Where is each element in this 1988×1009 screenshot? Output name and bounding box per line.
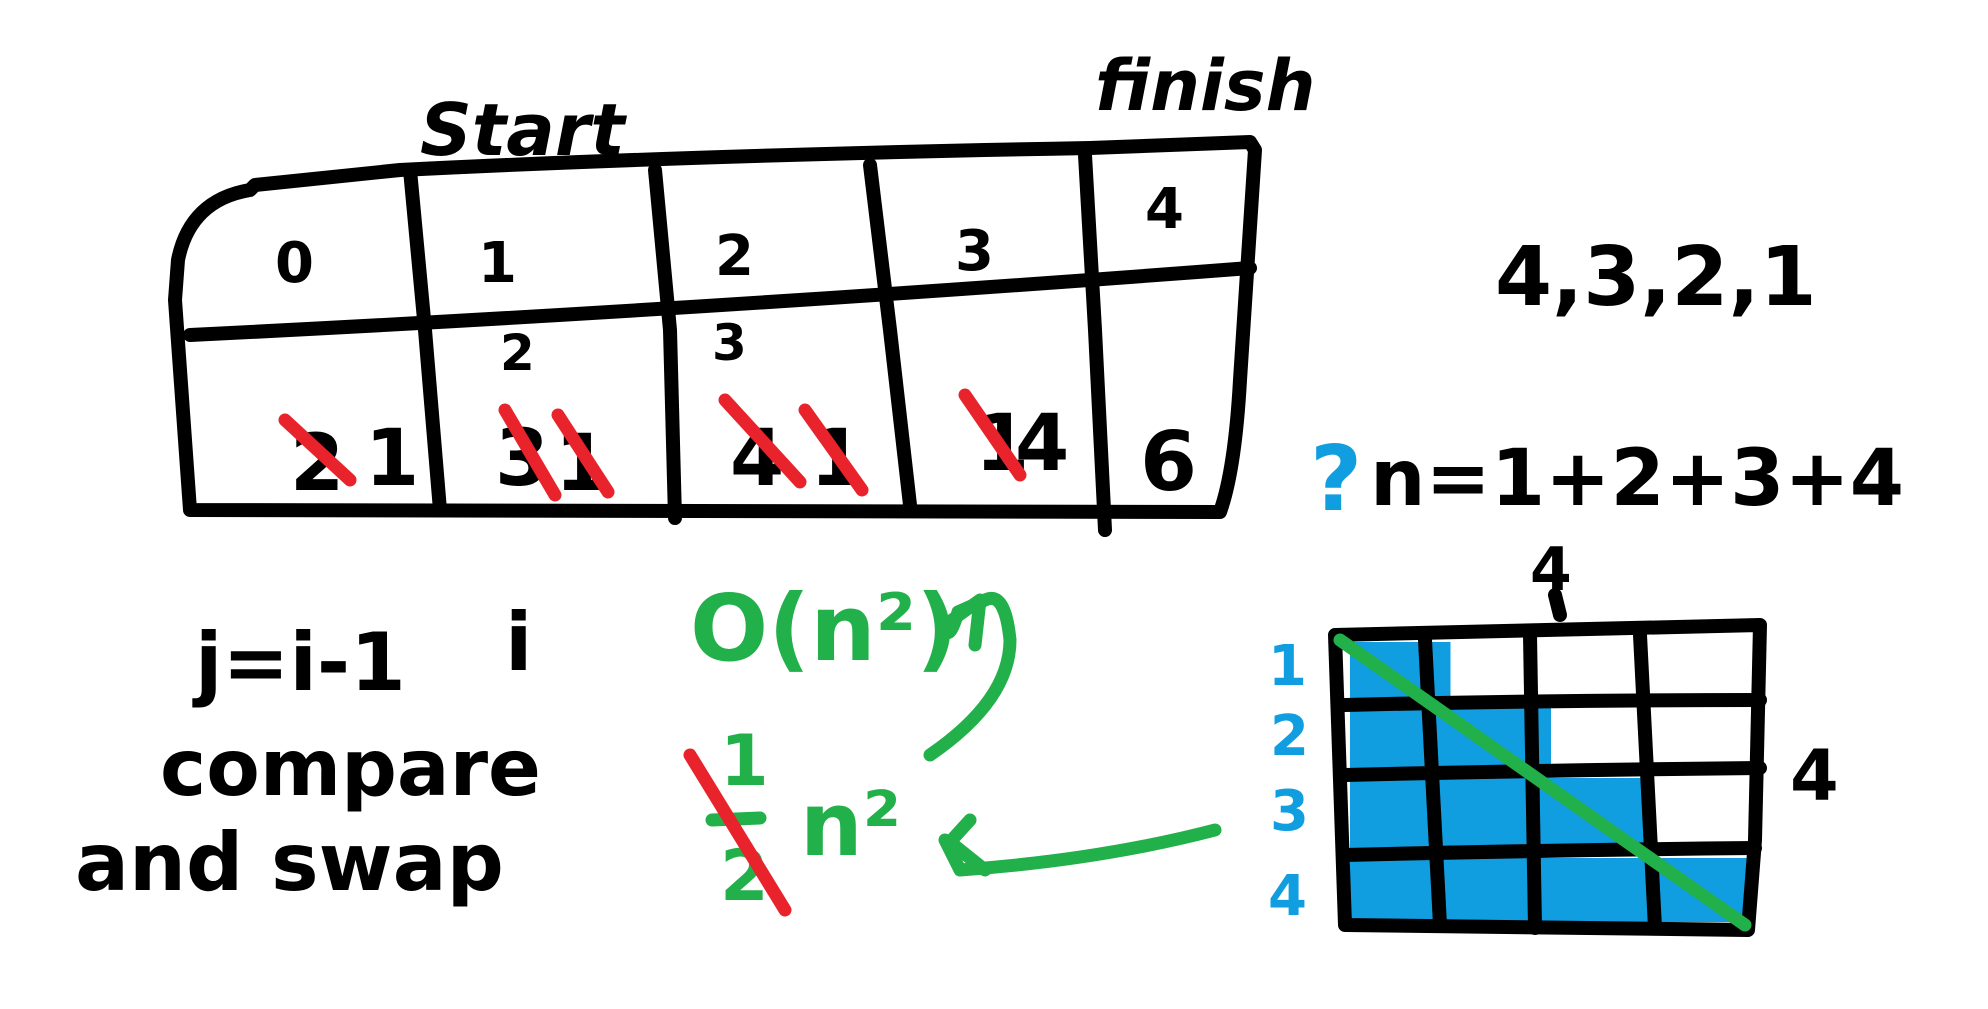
index-2: 2	[715, 224, 754, 289]
formula-text: n=1+2+3+4	[1370, 434, 1904, 524]
n-squared-text: n²	[800, 773, 901, 876]
column-divider	[1078, 148, 1112, 537]
complexity-notes: O(n²) 1 2 n²	[683, 575, 1222, 917]
index-3: 3	[955, 219, 994, 284]
cell-1-note: 2	[500, 324, 535, 382]
column-divider	[648, 163, 682, 525]
column-divider	[403, 163, 447, 517]
loop-line-2: compare	[160, 724, 541, 814]
grid-fill-row-3	[1350, 778, 1652, 852]
complexity-grid: 4 4 1 2 3 4	[1268, 535, 1839, 937]
index-4: 4	[1145, 177, 1184, 242]
fraction-top: 1	[720, 720, 769, 802]
finish-label: finish	[1095, 45, 1315, 127]
sum-formula: ? n=1+2+3+4	[1310, 427, 1904, 532]
cell-0-value: 1	[365, 414, 419, 504]
row-label-2: 2	[1270, 704, 1309, 769]
grid-fill-group	[1350, 642, 1752, 922]
loop-line-1: j=i-1	[192, 616, 406, 709]
loop-description: j=i-1 i compare and swap	[75, 596, 541, 909]
strike-marks	[278, 388, 1027, 502]
fraction-strike	[683, 748, 792, 917]
row-label-1: 1	[1268, 634, 1307, 699]
index-1: 1	[478, 231, 517, 296]
big-o-text: O(n²)	[690, 575, 958, 682]
row-label-3: 3	[1270, 779, 1309, 844]
loop-line-3: and swap	[75, 816, 504, 909]
sequence-text: 4,3,2,1	[1495, 230, 1817, 325]
index-0: 0	[275, 231, 314, 296]
row-label-4: 4	[1268, 864, 1307, 929]
values-row: 2 1 2 3 1 3 4 1 1 4 6	[290, 314, 1197, 510]
index-row: 0 1 2 3 4	[275, 177, 1184, 296]
array-table	[168, 135, 1262, 537]
cell-4-value: 6	[1140, 415, 1197, 510]
column-divider	[863, 158, 917, 512]
grid-diagonal	[1333, 633, 1752, 932]
question-mark: ?	[1310, 427, 1362, 532]
grid-side-label: 4	[1790, 735, 1839, 817]
i-label: i	[505, 596, 532, 689]
cell-2-note: 3	[712, 314, 747, 372]
